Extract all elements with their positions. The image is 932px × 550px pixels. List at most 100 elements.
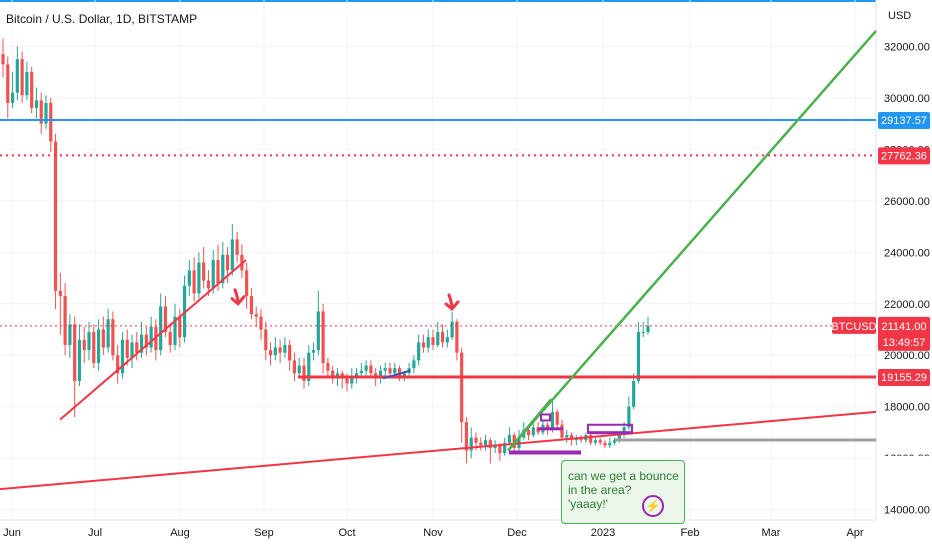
candle-body xyxy=(259,316,263,330)
candle-body xyxy=(636,332,641,381)
candle-body xyxy=(593,440,598,443)
candle-body xyxy=(15,59,19,93)
x-tick-label-4: Oct xyxy=(338,527,355,539)
candle-body xyxy=(311,350,316,353)
x-tick-label-8: Feb xyxy=(681,527,700,539)
current-price-badge-bg xyxy=(878,316,930,351)
zone-purple-3 xyxy=(540,413,551,422)
candle-body xyxy=(426,337,430,348)
y-tick-label-5: 24000.00 xyxy=(884,247,930,259)
candle-body xyxy=(354,373,359,376)
candle-body xyxy=(388,368,392,374)
mini-trend-blue xyxy=(382,369,411,380)
candle-body xyxy=(488,440,492,448)
candle-body xyxy=(197,262,201,294)
candle-body xyxy=(316,311,320,351)
x-tick-label-10: Apr xyxy=(846,527,863,539)
candle-body xyxy=(608,442,612,446)
candle-body xyxy=(206,280,211,289)
candle-body xyxy=(159,306,163,351)
candle-body xyxy=(273,347,277,356)
currency-label: USD xyxy=(888,10,911,22)
candle-body xyxy=(603,442,607,446)
candle-body xyxy=(44,102,48,124)
candle-body xyxy=(345,378,349,384)
candle-body xyxy=(331,370,335,376)
zone-purple-5 xyxy=(588,431,632,435)
candle-body xyxy=(283,344,287,353)
candle-body xyxy=(369,365,373,374)
candle-body xyxy=(445,337,449,343)
candle-body xyxy=(612,440,617,443)
badge-29137: 29137.57 xyxy=(881,115,927,127)
candle-body xyxy=(292,360,297,374)
candle-body xyxy=(479,442,483,446)
candle-body xyxy=(397,368,402,376)
symbol-badge-bg xyxy=(832,316,876,334)
y-tick-label-9: 32000.00 xyxy=(884,41,930,53)
y-tick-label-6: 26000.00 xyxy=(884,196,930,208)
zone-purple-2 xyxy=(538,427,563,431)
candle-body xyxy=(101,329,105,348)
badge-19155-bg xyxy=(878,368,930,386)
candle-body xyxy=(168,332,172,345)
y-tick-label-2: 18000.00 xyxy=(884,402,930,414)
note-line-3: 'yaaay!' xyxy=(568,497,608,511)
note-line-2: in the area? xyxy=(568,483,632,497)
note-annotation[interactable]: can we get a bounce in the area? 'yaaay!… xyxy=(561,460,685,524)
candle-body xyxy=(632,380,636,407)
candle-body xyxy=(483,440,488,446)
trendline-red-up xyxy=(59,259,247,421)
candle-body xyxy=(264,329,268,351)
candle-body xyxy=(96,329,101,363)
candle-body xyxy=(139,334,144,353)
x-tick-label-0: Jun xyxy=(3,527,21,539)
trendline-green-short xyxy=(507,398,552,452)
candle-body xyxy=(321,311,325,363)
candle-body xyxy=(326,362,330,371)
y-tick-label-0: 14000.00 xyxy=(884,505,930,517)
candle-body xyxy=(202,262,206,281)
candle-body xyxy=(579,437,583,441)
candle-body xyxy=(350,375,354,384)
candle-body xyxy=(87,332,91,351)
candle-body xyxy=(455,321,459,353)
candle-body xyxy=(125,339,129,358)
candle-body xyxy=(1,54,5,65)
candle-body xyxy=(130,342,134,358)
candle-body xyxy=(378,370,383,379)
candle-body xyxy=(178,316,182,338)
candle-body xyxy=(474,437,478,443)
candle-body xyxy=(335,373,340,376)
candle-body xyxy=(163,306,168,333)
candle-body xyxy=(498,445,502,454)
candle-body xyxy=(30,72,34,109)
candle-body xyxy=(6,64,10,103)
candle-body xyxy=(421,342,426,348)
candle-body xyxy=(116,355,120,374)
badge-27762-bg xyxy=(878,147,930,165)
candle-body xyxy=(34,100,39,109)
badge-29137-bg xyxy=(878,112,930,130)
candle-body xyxy=(646,325,650,333)
lightning-icon: ⚡ xyxy=(642,495,664,517)
x-tick-label-2: Aug xyxy=(170,527,190,539)
badge-19155: 19155.29 xyxy=(881,372,927,384)
candle-body xyxy=(68,324,72,345)
candle-body xyxy=(73,324,77,381)
candle-body xyxy=(187,270,191,286)
candle-body xyxy=(278,347,282,353)
x-tick-label-5: Nov xyxy=(423,527,443,539)
candle-body xyxy=(359,370,363,374)
candle-body xyxy=(436,332,440,345)
candle-body xyxy=(230,239,234,271)
candle-body xyxy=(144,334,148,348)
candle-body xyxy=(412,360,416,369)
candle-body xyxy=(53,141,58,291)
candle-body xyxy=(302,365,306,381)
candle-body xyxy=(598,440,602,443)
candle-body xyxy=(192,270,196,294)
candle-body xyxy=(92,332,96,363)
